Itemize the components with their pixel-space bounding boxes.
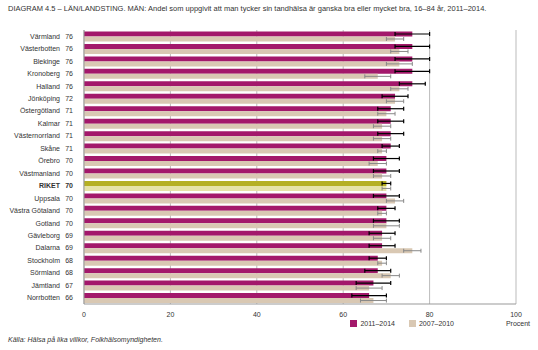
svg-text:Uppsala: Uppsala	[34, 195, 60, 203]
html-text:2007–2010: 2007–2010	[419, 320, 454, 327]
svg-text:66: 66	[65, 294, 73, 301]
svg-text:0: 0	[82, 311, 86, 318]
svg-text:Västerbotten: Västerbotten	[20, 45, 60, 52]
html-text:Procent: Procent	[505, 320, 530, 327]
svg-text:70: 70	[65, 207, 73, 214]
svg-text:Värmland: Värmland	[30, 33, 60, 40]
svg-text:Östergötland: Östergötland	[20, 107, 60, 115]
svg-text:80: 80	[426, 311, 434, 318]
svg-text:Örebro: Örebro	[38, 157, 60, 164]
svg-text:Jönköping: Jönköping	[28, 95, 60, 103]
svg-text:72: 72	[65, 95, 73, 102]
svg-text:70: 70	[65, 182, 73, 189]
svg-text:40: 40	[253, 311, 261, 318]
svg-text:Halland: Halland	[36, 83, 60, 90]
svg-text:76: 76	[65, 45, 73, 52]
svg-text:100: 100	[510, 311, 522, 318]
svg-text:67: 67	[65, 282, 73, 289]
html-text:2011–2014: 2011–2014	[360, 320, 395, 327]
svg-text:Kronoberg: Kronoberg	[27, 70, 60, 78]
svg-text:Gävleborg: Gävleborg	[28, 232, 60, 240]
svg-text:71: 71	[65, 107, 73, 114]
svg-text:Jämtland: Jämtland	[32, 282, 61, 289]
svg-text:Sörmland: Sörmland	[30, 269, 60, 276]
svg-text:76: 76	[65, 58, 73, 65]
svg-text:69: 69	[65, 244, 73, 251]
svg-text:Stockholm: Stockholm	[27, 257, 60, 264]
html-text:DIAGRAM 4.5 – LÄN/LANDSTING. M: DIAGRAM 4.5 – LÄN/LANDSTING. MÄN: Andel …	[8, 4, 487, 13]
svg-text:68: 68	[65, 257, 73, 264]
svg-text:Blekinge: Blekinge	[33, 58, 60, 66]
svg-text:Västra Götaland: Västra Götaland	[9, 207, 60, 214]
svg-text:Västmanland: Västmanland	[19, 170, 60, 177]
svg-text:76: 76	[65, 83, 73, 90]
svg-text:70: 70	[65, 195, 73, 202]
svg-text:Västernorrland: Västernorrland	[14, 132, 60, 139]
svg-text:Kalmar: Kalmar	[38, 120, 61, 127]
svg-text:70: 70	[65, 170, 73, 177]
svg-text:69: 69	[65, 232, 73, 239]
svg-text:RIKET: RIKET	[39, 182, 61, 189]
svg-text:71: 71	[65, 132, 73, 139]
svg-text:71: 71	[65, 120, 73, 127]
svg-text:76: 76	[65, 33, 73, 40]
svg-text:Gotland: Gotland	[35, 220, 60, 227]
svg-text:68: 68	[65, 269, 73, 276]
svg-text:71: 71	[65, 145, 73, 152]
svg-text:Norrbotten: Norrbotten	[27, 294, 60, 301]
svg-text:20: 20	[167, 311, 175, 318]
svg-text:70: 70	[65, 157, 73, 164]
svg-text:60: 60	[339, 311, 347, 318]
svg-text:Dalarna: Dalarna	[35, 244, 60, 251]
svg-text:76: 76	[65, 70, 73, 77]
svg-text:70: 70	[65, 220, 73, 227]
html-text:Källa: Hälsa på lika villkor,: Källa: Hälsa på lika villkor, Folkhälsom…	[8, 336, 163, 343]
svg-text:Skåne: Skåne	[40, 145, 60, 152]
